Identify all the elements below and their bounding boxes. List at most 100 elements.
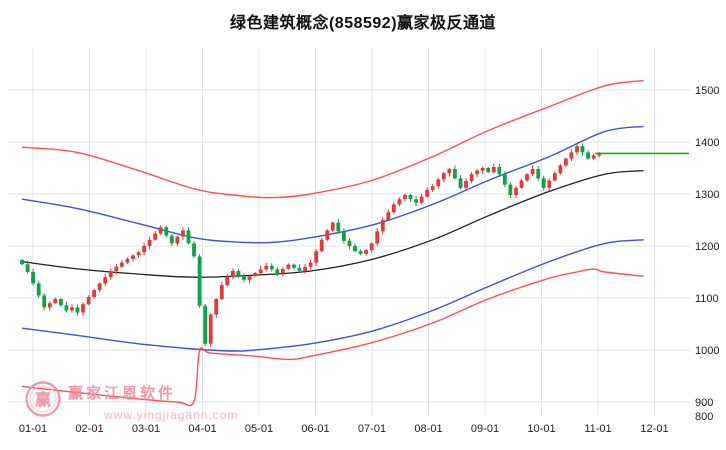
candle-body	[536, 169, 541, 179]
candle-body	[480, 168, 485, 171]
x-axis-label: 02-01	[75, 423, 103, 435]
candle-body	[541, 178, 546, 188]
candle-body	[197, 256, 202, 306]
candle-body	[25, 264, 30, 272]
candle-body	[464, 181, 468, 188]
candle-body	[125, 259, 130, 263]
candle-body	[358, 251, 363, 254]
candle-body	[530, 169, 535, 175]
candle-body	[525, 174, 529, 181]
x-axis-label: 01-01	[19, 423, 47, 435]
candle-body	[275, 269, 280, 273]
candle-body	[514, 187, 518, 196]
candle-body	[269, 265, 274, 270]
candle-body	[419, 196, 424, 203]
candle-body	[86, 297, 91, 305]
y-axis-label: 1500	[695, 85, 719, 97]
candle-body	[491, 167, 496, 173]
candle-body	[192, 243, 196, 257]
candle-body	[558, 165, 563, 174]
x-axis-label: 10-01	[527, 423, 555, 435]
candle-body	[64, 305, 69, 311]
candle-body	[236, 271, 241, 276]
candle-body	[580, 146, 585, 153]
x-axis-label: 04-01	[188, 423, 216, 435]
candle-body	[292, 264, 296, 268]
candle-body	[502, 174, 507, 185]
candle-body	[258, 269, 263, 273]
candle-body	[347, 240, 352, 246]
candle-body	[297, 267, 302, 271]
candle-body	[314, 251, 319, 263]
candle-body	[142, 246, 146, 253]
candle-body	[153, 233, 158, 240]
y-axis-label: 1400	[695, 137, 719, 149]
candle-body	[225, 277, 230, 285]
candle-body	[391, 204, 396, 213]
candle-body	[181, 230, 185, 237]
candle-body	[308, 262, 313, 267]
candle-body	[497, 167, 502, 175]
upper-inner-band-line	[21, 125, 644, 244]
candle-body	[319, 239, 324, 252]
candle-body	[92, 290, 96, 297]
candle-body	[380, 220, 385, 232]
candle-body	[247, 276, 252, 280]
candle-body	[231, 271, 235, 278]
candle-body	[175, 236, 180, 244]
candle-body	[547, 180, 552, 188]
candle-body	[214, 299, 219, 315]
candle-body	[81, 304, 85, 313]
candle-body	[336, 222, 341, 232]
upper-outer-band-line	[21, 79, 644, 199]
candle-body	[575, 146, 579, 153]
candle-body	[375, 231, 380, 244]
y-axis-label: 800	[695, 411, 713, 423]
candle-body	[42, 295, 47, 308]
candle-body	[552, 173, 557, 181]
candle-body	[147, 239, 152, 246]
x-axis-label: 12-01	[640, 423, 668, 435]
y-axis-label: 1200	[695, 241, 719, 253]
y-axis-label: 1000	[695, 345, 719, 357]
candle-body	[31, 272, 35, 284]
candle-body	[325, 230, 330, 240]
candle-body	[414, 199, 418, 203]
candle-body	[203, 305, 208, 344]
candle-body	[286, 264, 291, 269]
candle-body	[136, 252, 141, 256]
candle-body	[219, 285, 224, 299]
candle-body	[59, 299, 63, 306]
candle-body	[303, 266, 307, 271]
candle-body	[280, 268, 285, 274]
y-axis-label: 900	[695, 397, 713, 409]
candle-body	[447, 169, 452, 174]
y-axis-label: 1300	[695, 189, 719, 201]
x-axis-label: 03-01	[132, 423, 160, 435]
candle-body	[519, 180, 524, 188]
candle-body	[114, 266, 119, 271]
candle-body	[103, 277, 108, 284]
candle-body	[469, 174, 474, 181]
middle-band-line	[21, 169, 644, 278]
candle-body	[430, 186, 435, 190]
x-axis-label: 09-01	[471, 423, 499, 435]
candle-body	[120, 262, 124, 267]
candle-body	[508, 184, 513, 195]
candle-body	[369, 243, 374, 251]
candle-body	[131, 255, 135, 259]
candle-body	[408, 195, 413, 200]
candle-body	[597, 153, 602, 156]
candle-body	[436, 179, 441, 187]
candle-body	[253, 273, 257, 277]
candle-body	[20, 260, 24, 265]
candle-body	[569, 152, 574, 159]
candle-body	[70, 307, 74, 311]
candle-body	[97, 283, 102, 291]
candle-body	[386, 212, 391, 220]
candle-body	[47, 303, 52, 308]
candle-body	[264, 265, 269, 270]
x-axis-label: 07-01	[358, 423, 386, 435]
